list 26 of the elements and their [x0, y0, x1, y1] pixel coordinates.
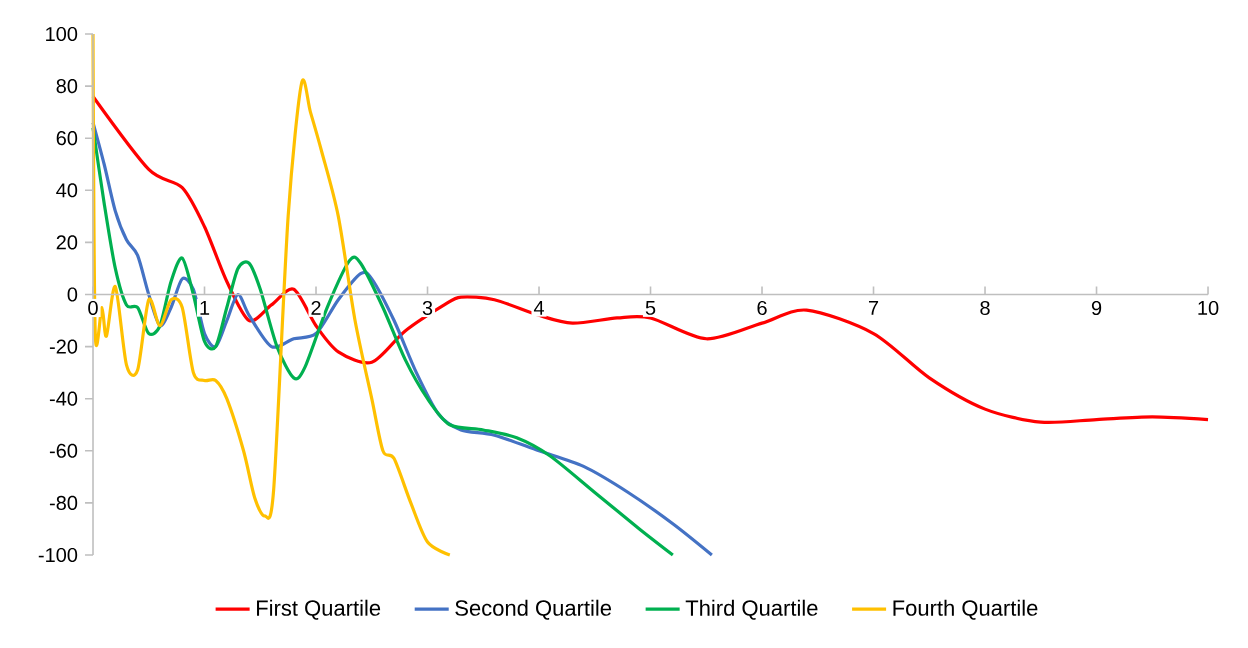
y-tick-label: 0 [67, 287, 78, 302]
x-tick-label: 8 [980, 300, 990, 316]
x-tick-label: 4 [533, 300, 544, 315]
legend-label: Second Quartile [455, 599, 612, 620]
x-tick-label: 0 [88, 300, 98, 316]
legend-label: First Quartile [257, 599, 381, 620]
y-tick-label: -20 [49, 339, 78, 354]
y-tick-label: 100 [46, 26, 78, 42]
x-tick-label: 7 [868, 300, 879, 315]
y-tick-label: -40 [49, 391, 78, 406]
x-tick-label: 6 [757, 300, 767, 316]
x-tick-label: 1 [200, 300, 210, 315]
x-tick-label: 3 [422, 300, 433, 316]
y-tick-label: -60 [49, 443, 78, 458]
y-tick-label: 20 [56, 235, 78, 250]
y-tick-label: -80 [49, 495, 78, 510]
legend-label: Fourth Quartile [893, 599, 1038, 620]
y-tick-label: 60 [56, 131, 78, 146]
x-tick-label: 5 [645, 300, 656, 315]
x-tick-label: 10 [1198, 300, 1219, 316]
x-tick-label: 2 [311, 300, 321, 315]
y-tick-label: 80 [56, 79, 78, 94]
legend-label: Third Quartile [685, 599, 818, 620]
x-tick-label: 9 [1091, 300, 1102, 316]
y-tick-label: 40 [56, 183, 78, 198]
y-tick-label: -100 [38, 547, 78, 563]
